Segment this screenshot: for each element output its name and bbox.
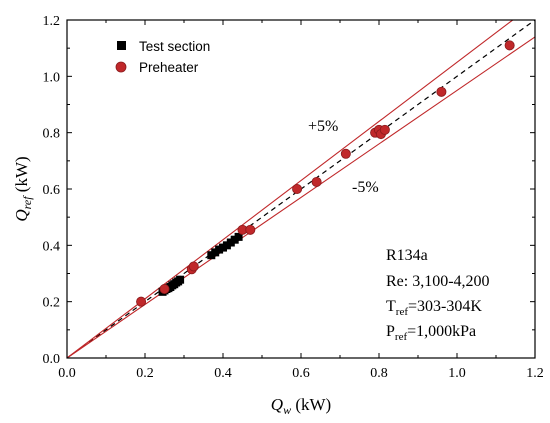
- y-tick-label: 0.0: [43, 352, 61, 367]
- condition-reynolds: Re: 3,100-4,200: [386, 273, 490, 290]
- condition-pressure-sub: ref: [395, 331, 408, 343]
- conditions-text: R134a Re: 3,100-4,200 Tref=303-304K Pref…: [386, 247, 490, 343]
- x-tick-label: 0.4: [214, 366, 232, 381]
- condition-pressure-main: P: [386, 323, 395, 340]
- x-axis-label: Qw (kW): [271, 395, 331, 417]
- x-tick-label: 0.0: [58, 366, 76, 381]
- condition-temperature-sub: ref: [396, 306, 409, 318]
- point-preheater: [136, 296, 147, 307]
- y-axis-ticks: 0.0 0.2 0.4 0.6 0.8 1.0 1.2: [43, 14, 535, 367]
- y-tick-label: 0.8: [43, 127, 61, 142]
- y-tick-label: 1.2: [43, 14, 61, 29]
- condition-fluid: R134a: [386, 247, 428, 264]
- y-tick-label: 0.4: [43, 239, 61, 254]
- y-tick-label: 0.6: [43, 183, 61, 198]
- legend-marker-test-section: [117, 41, 126, 50]
- condition-pressure-value: =1,000kPa: [407, 323, 476, 340]
- x-tick-label: 1.2: [526, 366, 544, 381]
- point-preheater: [504, 40, 515, 51]
- y-label-sub: ref: [20, 195, 34, 210]
- y-tick-label: 1.0: [43, 70, 61, 85]
- x-tick-label: 1.0: [448, 366, 466, 381]
- condition-temperature-main: T: [386, 298, 396, 315]
- y-label-main: Q: [12, 209, 31, 221]
- x-label-unit: (kW): [291, 395, 331, 414]
- data-points: [136, 40, 515, 307]
- point-preheater: [188, 261, 199, 272]
- point-preheater: [159, 283, 170, 294]
- x-label-main: Q: [271, 395, 283, 414]
- x-tick-label: 0.8: [370, 366, 388, 381]
- x-label-sub: w: [283, 403, 291, 417]
- annotation-plus5: +5%: [308, 118, 338, 135]
- legend: Test section Preheater: [115, 39, 210, 75]
- condition-pressure: Pref=1,000kPa: [386, 323, 476, 343]
- point-preheater: [379, 124, 390, 135]
- point-test-section: [234, 232, 243, 241]
- point-preheater: [340, 148, 351, 159]
- y-label-unit: (kW): [12, 156, 31, 196]
- legend-label-test-section: Test section: [139, 39, 210, 54]
- condition-temperature-value: =303-304K: [408, 298, 482, 315]
- point-preheater: [292, 183, 303, 194]
- y-axis-label: Qref (kW): [12, 156, 34, 221]
- condition-temperature: Tref=303-304K: [386, 298, 482, 318]
- y-tick-label: 0.2: [43, 296, 61, 311]
- x-tick-label: 0.6: [292, 366, 310, 381]
- point-preheater: [311, 176, 322, 187]
- annotation-minus5: -5%: [352, 179, 379, 196]
- point-preheater: [245, 224, 256, 235]
- x-tick-label: 0.2: [136, 366, 154, 381]
- x-axis-ticks: 0.0 0.2 0.4 0.6 0.8 1.0 1.2: [58, 20, 544, 381]
- legend-marker-preheater: [115, 61, 127, 73]
- legend-label-preheater: Preheater: [139, 60, 199, 75]
- point-test-section: [176, 275, 185, 284]
- point-preheater: [436, 86, 447, 97]
